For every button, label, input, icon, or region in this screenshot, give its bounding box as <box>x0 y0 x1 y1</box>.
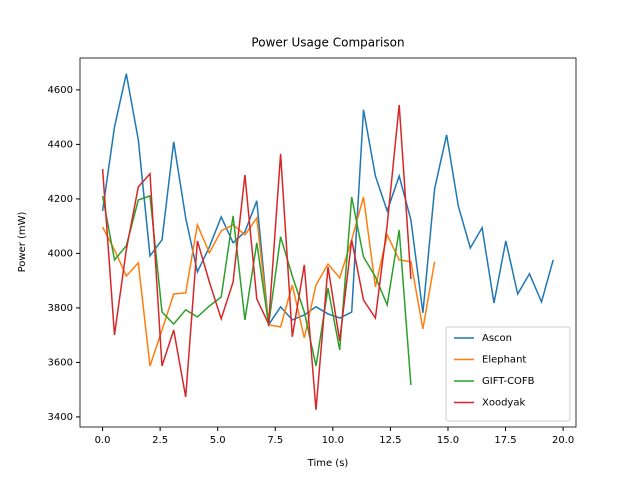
x-axis-label: Time (s) <box>307 458 349 469</box>
x-tick-label: 12.5 <box>379 435 401 446</box>
legend-label: Elephant <box>482 355 526 366</box>
y-tick-label: 4400 <box>48 139 73 150</box>
x-tick-label: 15.0 <box>437 435 459 446</box>
y-tick-label: 4600 <box>48 85 73 96</box>
chart-title: Power Usage Comparison <box>251 36 404 50</box>
x-tick-label: 2.5 <box>152 435 168 446</box>
legend-label: GIFT-COFB <box>482 376 535 387</box>
legend-label: Xoodyak <box>482 398 525 409</box>
legend-box <box>445 326 571 422</box>
y-tick-label: 3800 <box>48 303 73 314</box>
y-axis-label: Power (mW) <box>17 211 28 272</box>
y-tick-label: 3400 <box>48 412 73 423</box>
series-line <box>101 73 554 327</box>
x-tick-label: 10.0 <box>322 435 344 446</box>
legend-label: Ascon <box>482 333 512 344</box>
x-tick-label: 17.5 <box>494 435 516 446</box>
y-tick-label: 4200 <box>48 194 73 205</box>
x-tick-label: 0.0 <box>95 435 111 446</box>
y-tick-label: 3600 <box>48 357 73 368</box>
plot-frame <box>79 57 577 428</box>
x-tick-label: 7.5 <box>267 435 283 446</box>
x-tick-label: 20.0 <box>552 435 574 446</box>
y-tick-label: 4000 <box>48 248 73 259</box>
series-line <box>101 104 412 410</box>
x-tick-label: 5.0 <box>210 435 226 446</box>
